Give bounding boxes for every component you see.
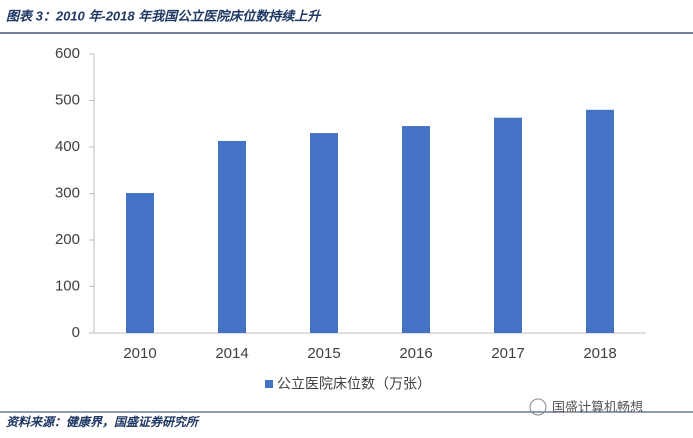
bar bbox=[586, 109, 614, 333]
x-tick-label: 2015 bbox=[307, 345, 340, 362]
x-tick-label: 2014 bbox=[215, 345, 248, 362]
y-tick-label: 0 bbox=[72, 324, 80, 341]
bar bbox=[402, 126, 430, 333]
y-tick-label: 500 bbox=[55, 91, 80, 108]
legend-label: 公立医院床位数（万张） bbox=[277, 376, 431, 392]
y-tick-label: 300 bbox=[55, 184, 80, 201]
bar bbox=[126, 193, 154, 333]
watermark: 国盛计算机畅想 bbox=[552, 399, 643, 414]
x-tick-label: 2010 bbox=[123, 345, 156, 362]
y-tick-label: 400 bbox=[55, 138, 80, 155]
bar bbox=[310, 133, 338, 333]
chart-title: 图表 3：2010 年-2018 年我国公立医院床位数持续上升 bbox=[6, 8, 322, 23]
y-tick-label: 600 bbox=[55, 45, 80, 62]
source-note: 资料来源：健康界，国盛证券研究所 bbox=[6, 415, 200, 429]
watermark-icon bbox=[529, 398, 547, 416]
legend-swatch bbox=[265, 380, 273, 388]
x-tick-label: 2016 bbox=[399, 345, 432, 362]
bar bbox=[218, 140, 246, 333]
x-tick-label: 2017 bbox=[491, 345, 524, 362]
y-tick-label: 200 bbox=[55, 231, 80, 248]
x-tick-label: 2018 bbox=[583, 345, 616, 362]
bar bbox=[494, 117, 522, 333]
y-tick-label: 100 bbox=[55, 277, 80, 294]
